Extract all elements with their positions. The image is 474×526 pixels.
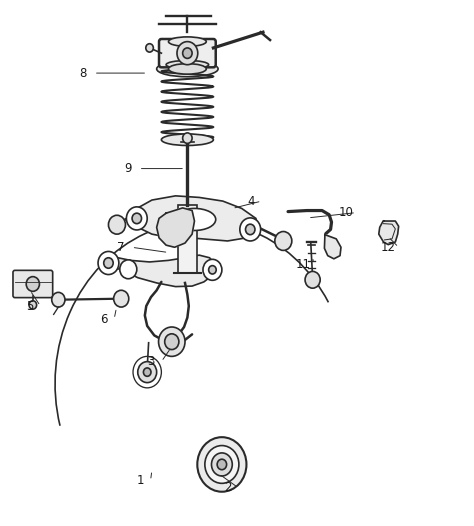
Circle shape [144,368,151,376]
Circle shape [205,446,239,483]
Circle shape [182,133,192,144]
Circle shape [240,218,261,241]
Text: 4: 4 [247,195,255,208]
Ellipse shape [161,134,213,146]
Text: 10: 10 [338,206,353,219]
Polygon shape [379,221,399,245]
Polygon shape [131,196,258,241]
Circle shape [104,258,113,268]
Text: 7: 7 [118,241,125,254]
Text: 5: 5 [27,299,34,312]
Circle shape [114,290,129,307]
FancyBboxPatch shape [159,39,216,67]
Circle shape [29,301,36,309]
Circle shape [305,271,320,288]
Circle shape [127,207,147,230]
Circle shape [275,231,292,250]
Circle shape [158,327,185,357]
Circle shape [132,213,142,224]
Circle shape [217,459,227,470]
Circle shape [182,48,192,58]
Circle shape [177,42,198,65]
Text: 8: 8 [80,67,87,79]
Circle shape [146,44,154,52]
Circle shape [26,277,39,291]
Circle shape [246,224,255,235]
Circle shape [197,437,246,492]
Polygon shape [324,235,341,259]
Text: 6: 6 [100,312,108,326]
Text: 12: 12 [381,241,396,254]
Circle shape [52,292,65,307]
Text: 2: 2 [224,481,231,494]
Circle shape [120,260,137,279]
Bar [178,205,197,274]
Circle shape [211,453,232,476]
FancyBboxPatch shape [13,270,53,298]
Ellipse shape [156,61,218,77]
Ellipse shape [173,208,216,230]
Circle shape [109,215,126,234]
Polygon shape [156,208,194,247]
Polygon shape [105,255,216,287]
Circle shape [164,334,179,350]
Ellipse shape [168,64,206,74]
Text: 9: 9 [125,162,132,175]
Circle shape [203,259,222,280]
Circle shape [209,266,216,274]
Circle shape [98,251,119,275]
Text: 1: 1 [137,474,144,487]
Circle shape [138,362,156,382]
Ellipse shape [168,37,206,46]
Text: 11: 11 [296,258,310,270]
Ellipse shape [166,60,209,69]
Text: 3: 3 [147,355,155,368]
